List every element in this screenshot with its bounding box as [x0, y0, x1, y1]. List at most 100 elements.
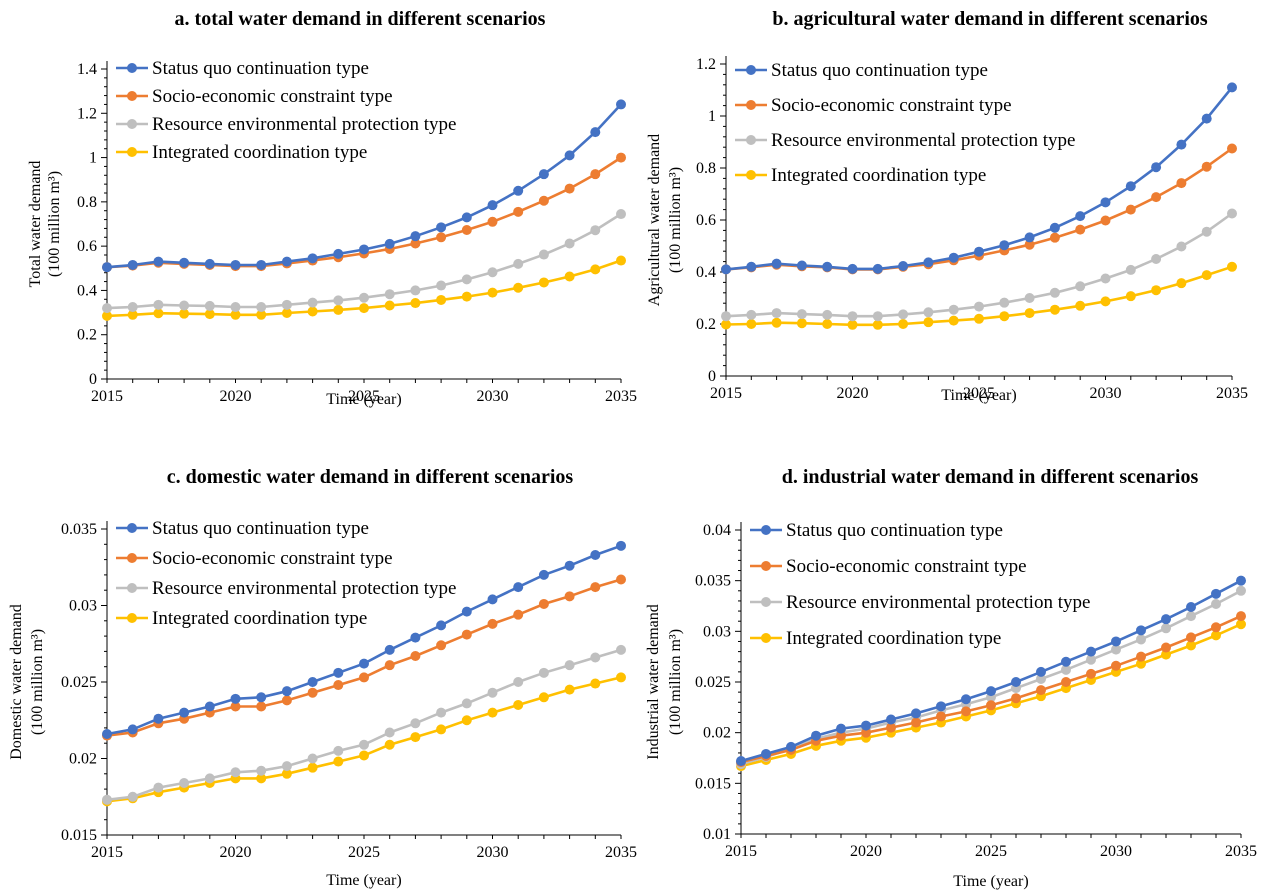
- data-point-integrated: [1075, 300, 1086, 311]
- data-point-resource_env: [153, 299, 164, 310]
- data-point-resource_env: [384, 289, 395, 300]
- data-point-resource_env: [230, 302, 241, 313]
- data-point-integrated: [1100, 296, 1111, 307]
- data-point-socio_economic: [513, 206, 524, 217]
- x-tick-label: 2030: [1090, 385, 1122, 402]
- data-point-integrated: [513, 282, 524, 293]
- legend-label: Status quo continuation type: [771, 60, 988, 81]
- data-point-resource_env: [153, 782, 164, 793]
- data-point-resource_env: [333, 745, 344, 756]
- data-point-status_quo: [1227, 82, 1237, 93]
- data-point-socio_economic: [564, 591, 575, 602]
- data-point-socio_economic: [384, 660, 395, 671]
- y-tick-label: 0: [89, 371, 97, 388]
- data-point-integrated: [564, 684, 575, 695]
- data-point-status_quo: [771, 258, 782, 269]
- legend-marker-resource_env: [127, 119, 137, 129]
- data-point-resource_env: [127, 302, 138, 313]
- legend-label: Integrated coordination type: [771, 165, 986, 186]
- data-point-status_quo: [564, 560, 575, 571]
- data-point-integrated: [410, 298, 421, 309]
- legend-marker-integrated: [746, 170, 756, 180]
- data-point-status_quo: [461, 212, 472, 223]
- data-point-status_quo: [1024, 232, 1035, 243]
- data-point-status_quo: [796, 260, 807, 271]
- legend-marker-status_quo: [127, 63, 137, 73]
- data-point-status_quo: [974, 246, 984, 257]
- legend-marker-status_quo: [746, 65, 756, 75]
- data-point-status_quo: [307, 253, 318, 264]
- x-tick-label: 2020: [220, 844, 252, 861]
- legend-label: Resource environmental protection type: [152, 578, 456, 599]
- data-point-integrated: [333, 756, 344, 767]
- x-tick-label: 2030: [1100, 843, 1132, 860]
- data-point-integrated: [127, 309, 138, 320]
- y-axis-label: Domestic water demand: [8, 604, 25, 760]
- legend-label: Status quo continuation type: [786, 520, 1003, 541]
- chart-panel-d: d. industrial water demand in different …: [645, 466, 1257, 890]
- data-point-status_quo: [256, 259, 267, 270]
- data-point-integrated: [102, 310, 112, 321]
- legend-label: Integrated coordination type: [152, 142, 367, 163]
- data-point-integrated: [410, 732, 421, 743]
- data-point-integrated: [1049, 304, 1060, 315]
- data-point-status_quo: [1061, 656, 1071, 667]
- x-tick-label: 2025: [348, 388, 380, 405]
- data-point-status_quo: [436, 222, 447, 233]
- data-point-resource_env: [1201, 226, 1212, 237]
- data-point-socio_economic: [538, 598, 549, 609]
- data-point-socio_economic: [487, 618, 498, 629]
- data-point-resource_env: [256, 765, 267, 776]
- data-point-socio_economic: [1186, 632, 1196, 643]
- data-point-integrated: [1136, 658, 1146, 669]
- x-tick-label: 2025: [963, 385, 995, 402]
- data-point-status_quo: [102, 729, 112, 740]
- data-point-resource_env: [1125, 264, 1136, 275]
- data-point-integrated: [487, 287, 498, 298]
- data-point-resource_env: [1111, 644, 1121, 655]
- data-point-socio_economic: [1161, 642, 1171, 653]
- data-point-integrated: [281, 768, 292, 779]
- data-point-integrated: [461, 291, 472, 302]
- data-point-integrated: [333, 304, 344, 315]
- data-point-integrated: [513, 699, 524, 710]
- data-point-resource_env: [1211, 598, 1221, 609]
- x-tick-label: 2035: [1225, 843, 1257, 860]
- x-tick-label: 2030: [477, 844, 509, 861]
- data-point-socio_economic: [538, 195, 549, 206]
- data-point-status_quo: [359, 658, 369, 669]
- data-point-resource_env: [923, 307, 934, 318]
- data-point-socio_economic: [1011, 693, 1021, 704]
- data-point-status_quo: [746, 261, 757, 272]
- data-point-socio_economic: [1236, 611, 1246, 622]
- legend-marker-status_quo: [761, 525, 771, 535]
- data-point-resource_env: [616, 209, 626, 220]
- data-point-status_quo: [616, 540, 626, 551]
- y-tick-label: 0: [708, 368, 716, 385]
- y-tick-label: 0.2: [77, 327, 97, 344]
- data-point-socio_economic: [487, 216, 498, 227]
- legend-marker-integrated: [127, 613, 137, 623]
- y-tick-label: 1: [89, 150, 97, 167]
- data-point-resource_env: [898, 309, 909, 320]
- y-tick-label: 1.2: [696, 56, 716, 73]
- data-point-status_quo: [761, 748, 771, 759]
- legend-marker-status_quo: [127, 523, 137, 533]
- data-point-resource_env: [1236, 585, 1246, 596]
- data-point-socio_economic: [936, 711, 946, 722]
- data-point-socio_economic: [961, 706, 971, 717]
- data-point-status_quo: [307, 677, 318, 687]
- data-point-resource_env: [872, 311, 883, 322]
- data-point-socio_economic: [1100, 215, 1111, 226]
- y-tick-label: 1.4: [77, 61, 97, 78]
- data-point-status_quo: [1186, 602, 1196, 613]
- data-point-resource_env: [1136, 634, 1146, 645]
- data-point-resource_env: [1176, 241, 1187, 252]
- chart-title: c. domestic water demand in different sc…: [167, 466, 574, 488]
- y-tick-label: 0.025: [695, 674, 731, 691]
- data-point-status_quo: [861, 720, 871, 731]
- x-tick-label: 2020: [850, 843, 882, 860]
- data-point-status_quo: [1111, 636, 1121, 647]
- data-point-status_quo: [736, 756, 746, 767]
- data-point-integrated: [436, 724, 447, 735]
